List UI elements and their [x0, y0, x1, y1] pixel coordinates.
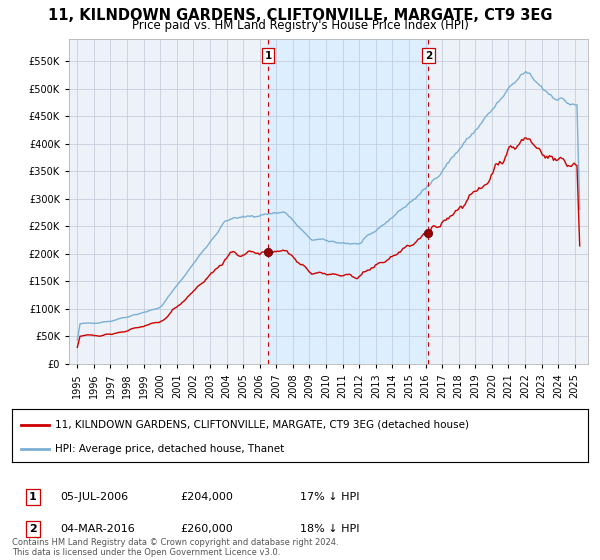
- Text: Price paid vs. HM Land Registry's House Price Index (HPI): Price paid vs. HM Land Registry's House …: [131, 19, 469, 32]
- Text: 11, KILNDOWN GARDENS, CLIFTONVILLE, MARGATE, CT9 3EG: 11, KILNDOWN GARDENS, CLIFTONVILLE, MARG…: [48, 8, 552, 24]
- Text: 04-MAR-2016: 04-MAR-2016: [60, 524, 135, 534]
- Text: £204,000: £204,000: [180, 492, 233, 502]
- Bar: [268, 39, 428, 364]
- Text: 05-JUL-2006: 05-JUL-2006: [60, 492, 128, 502]
- Text: 2: 2: [29, 524, 37, 534]
- Text: HPI: Average price, detached house, Thanet: HPI: Average price, detached house, Than…: [55, 444, 284, 454]
- Text: 2: 2: [425, 50, 432, 60]
- Text: 1: 1: [265, 50, 272, 60]
- Text: 11, KILNDOWN GARDENS, CLIFTONVILLE, MARGATE, CT9 3EG (detached house): 11, KILNDOWN GARDENS, CLIFTONVILLE, MARG…: [55, 420, 469, 430]
- Text: £260,000: £260,000: [180, 524, 233, 534]
- Text: 18% ↓ HPI: 18% ↓ HPI: [300, 524, 359, 534]
- Text: 1: 1: [29, 492, 37, 502]
- Text: 17% ↓ HPI: 17% ↓ HPI: [300, 492, 359, 502]
- Text: Contains HM Land Registry data © Crown copyright and database right 2024.
This d: Contains HM Land Registry data © Crown c…: [12, 538, 338, 557]
